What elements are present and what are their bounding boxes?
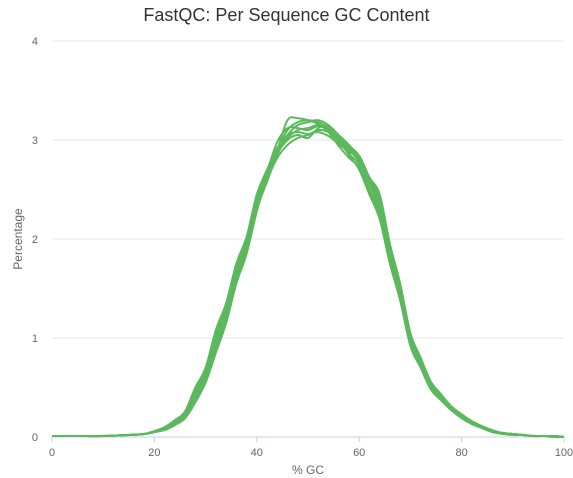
grid-lines [52,40,564,438]
x-tick-label: 20 [148,447,160,459]
y-tick-label: 1 [32,333,38,345]
series-line-2 [52,124,565,438]
series-line-1 [52,128,565,438]
series-layer [52,116,565,439]
y-tick-label: 4 [32,36,38,48]
series-line-7 [52,124,565,438]
x-axis-label: % GC [291,463,324,477]
series-line-6 [52,125,565,438]
x-tick-label: 0 [49,447,55,459]
x-tick-label: 100 [555,447,573,459]
y-tick-label: 2 [32,234,38,246]
y-tick-label: 0 [32,432,38,444]
series-line-8 [52,116,565,439]
series-line-5 [52,131,565,438]
chart-title: FastQC: Per Sequence GC Content [143,5,430,25]
y-tick-label: 3 [32,135,38,147]
x-tick-label: 40 [251,447,263,459]
x-tick-label: 80 [455,447,467,459]
series-line-4 [52,119,565,439]
x-tick-label: 60 [353,447,365,459]
series-line-3 [52,119,565,438]
